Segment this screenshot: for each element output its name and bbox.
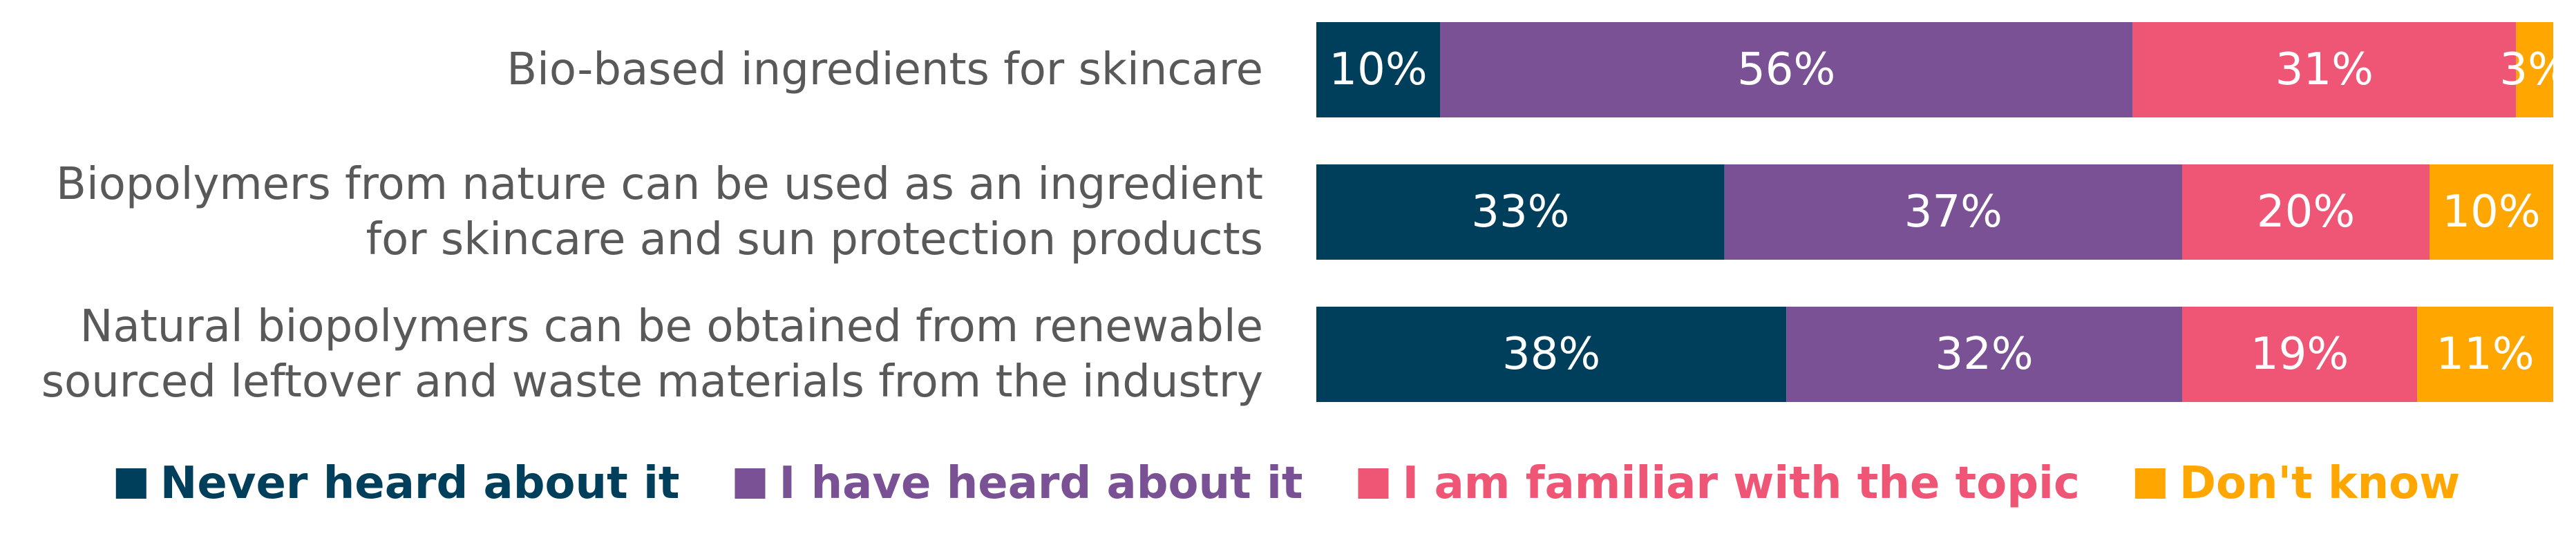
legend-item: Don't know [2134, 458, 2460, 509]
legend-label: I have heard about it [779, 458, 1303, 509]
legend-swatch [115, 468, 146, 499]
bar-segment [1724, 164, 2182, 260]
data-label: 56% [1737, 44, 1835, 95]
bar-segment [2430, 164, 2553, 260]
data-label: 19% [2251, 329, 2349, 380]
data-label: 10% [2442, 186, 2540, 238]
legend-item: Never heard about it [115, 458, 680, 509]
legend-item: I am familiar with the topic [1358, 458, 2080, 509]
bar-segment [1440, 22, 2133, 117]
legend-label: Don't know [2179, 458, 2460, 509]
legend-swatch [2134, 468, 2166, 499]
data-label: 38% [1502, 329, 1600, 380]
category-label: for skincare and sun protection products [366, 214, 1263, 265]
data-label: 31% [2275, 44, 2374, 95]
bar-segment [1316, 307, 1787, 402]
bar-segment [2132, 22, 2517, 117]
legend-swatch [735, 468, 766, 499]
data-label: 10% [1329, 44, 1427, 95]
data-label: 20% [2257, 186, 2355, 238]
data-label: 3% [2499, 44, 2570, 95]
legend-item: I have heard about it [735, 458, 1303, 509]
bar-segment [1786, 307, 2182, 402]
category-label: Biopolymers from nature can be used as a… [56, 159, 1263, 210]
category-label: Bio-based ingredients for skincare [506, 44, 1263, 95]
data-label: 32% [1935, 329, 2033, 380]
data-label: 11% [2436, 329, 2534, 380]
bar-segment [1316, 22, 1440, 117]
bar-segment [2516, 22, 2553, 117]
legend-label: I am familiar with the topic [1402, 458, 2079, 509]
data-label: 37% [1904, 186, 2002, 238]
bar-segment [2417, 307, 2553, 402]
data-label: 33% [1471, 186, 1569, 238]
bar-segment [1316, 164, 1725, 260]
bar-segment [2182, 307, 2418, 402]
bar-segment [2182, 164, 2430, 260]
legend-label: Never heard about it [160, 458, 680, 509]
category-label: Natural biopolymers can be obtained from… [80, 301, 1263, 352]
category-label: sourced leftover and waste materials fro… [41, 356, 1263, 408]
legend-swatch [1358, 468, 1389, 499]
